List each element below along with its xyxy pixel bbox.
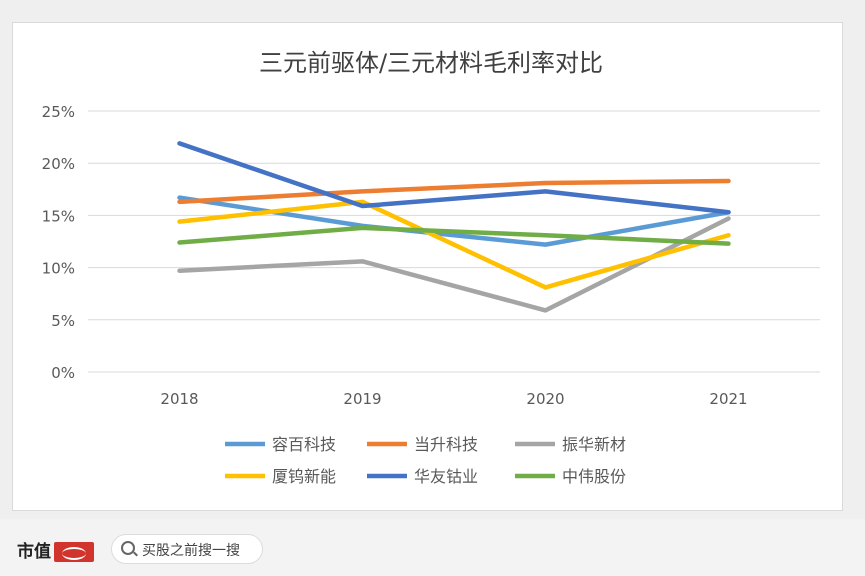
search-icon [121, 541, 135, 555]
legend-label: 当升科技 [414, 435, 478, 454]
y-tick-label: 10% [42, 260, 75, 278]
x-tick-label: 2019 [343, 390, 381, 408]
legend-label: 中伟股份 [562, 467, 626, 486]
brand-emblem-icon [54, 542, 94, 562]
y-tick-label: 5% [51, 312, 75, 330]
legend-label: 厦钨新能 [272, 467, 336, 486]
search-input[interactable]: 买股之前搜一搜 [111, 534, 263, 564]
chart-card: 三元前驱体/三元材料毛利率对比 25% 20% 15% 10% 5% 0% 2018 201… [12, 22, 843, 511]
y-tick-label: 15% [42, 207, 75, 225]
x-tick-label: 2021 [709, 390, 747, 408]
y-tick-label: 0% [51, 364, 75, 382]
legend-label: 容百科技 [272, 435, 336, 454]
series-line [177, 216, 731, 313]
legend-label: 振华新材 [562, 435, 626, 454]
y-tick-label: 25% [42, 103, 75, 121]
y-tick-label: 20% [42, 155, 75, 173]
brand-logo[interactable]: 市值 [17, 537, 94, 562]
x-tick-label: 2020 [526, 390, 564, 408]
series-line [177, 225, 731, 246]
chart-title: 三元前驱体/三元材料毛利率对比 [259, 49, 603, 77]
x-tick-label: 2018 [160, 390, 198, 408]
footer-bar: 市值 买股之前搜一搜 [0, 519, 865, 576]
line-chart: 三元前驱体/三元材料毛利率对比 25% 20% 15% 10% 5% 0% 2018 201… [42, 49, 820, 486]
brand-name: 市值 [17, 542, 51, 562]
legend-label: 华友钴业 [414, 467, 478, 486]
series-line [177, 178, 731, 205]
series-line [177, 199, 731, 290]
series-line [177, 141, 731, 215]
search-placeholder: 买股之前搜一搜 [142, 543, 240, 559]
